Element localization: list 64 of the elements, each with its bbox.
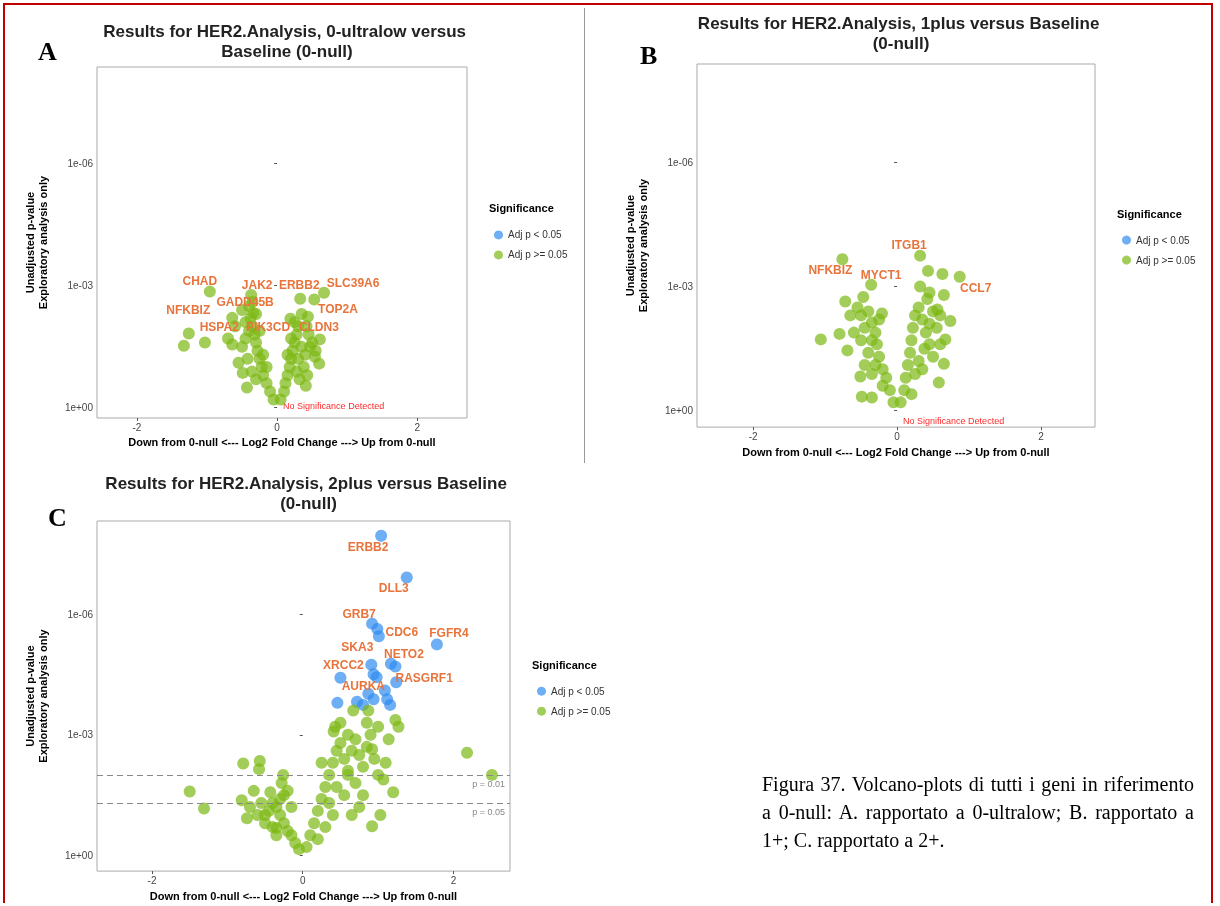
legend-label: Adj p < 0.05 <box>508 229 563 241</box>
annotation: MYCT1 <box>860 267 902 282</box>
x-tick-label: 0 <box>274 421 281 433</box>
annotation: ITGB1 <box>891 237 928 252</box>
ref-line-label: p = 0.05 <box>472 807 505 818</box>
x-tick-label: -2 <box>132 421 142 433</box>
legend-label: Adj p < 0.05 <box>1136 234 1191 246</box>
annotation: NFKBIZ <box>166 302 211 317</box>
legend-label: Adj p >= 0.05 <box>1136 254 1196 266</box>
annotation: SKA3 <box>341 639 374 654</box>
annotation: CHAD <box>182 273 218 288</box>
annotation: SLC39A6 <box>326 275 380 290</box>
chart-title: Results for HER2.Analysis, 2plus versus Baseline (0-null) <box>105 473 512 513</box>
y-axis-title: Unadjusted p-value Exploratory analysis only <box>23 628 49 763</box>
legend-title: Significance <box>489 202 554 215</box>
x-axis-title: Down from 0-null <--- Log2 Fold Change ---> Up from 0-null <box>742 445 1050 458</box>
chart-title: Results for HER2.Analysis, 0-ultralow versus Baseline (0-null) <box>103 21 471 61</box>
x-tick-label: 2 <box>414 421 421 433</box>
legend-label: Adj p >= 0.05 <box>508 249 568 261</box>
chart-title: Results for HER2.Analysis, 1plus versus Baseline (0-null) <box>697 13 1105 53</box>
y-tick-label: 1e-06 <box>67 158 94 170</box>
annotation: XRCC2 <box>323 657 365 672</box>
annotation: No Significance Detected <box>283 401 385 411</box>
annotation: GRB7 <box>342 606 377 621</box>
annotation: DLL3 <box>378 581 410 596</box>
annotation: NETO2 <box>384 646 425 661</box>
y-tick-label: 1e+00 <box>64 849 94 861</box>
x-tick-label: 2 <box>450 874 457 886</box>
annotation: FGFR4 <box>429 626 469 641</box>
annotation: CDC6 <box>385 625 419 640</box>
annotation: RASGRF1 <box>395 671 454 686</box>
annotation: TOP2A <box>318 301 359 316</box>
annotation: No Significance Detected <box>903 416 1005 426</box>
x-tick-label: 2 <box>1038 430 1045 442</box>
ref-line-label: p = 0.01 <box>472 779 505 790</box>
annotation: CCL7 <box>960 280 992 295</box>
annotation: NFKBIZ <box>808 263 853 278</box>
x-axis-title: Down from 0-null <--- Log2 Fold Change ---> Up from 0-null <box>149 889 458 902</box>
legend-title: Significance <box>532 658 597 671</box>
legend-label: Adj p >= 0.05 <box>551 705 611 717</box>
annotation: ERBB2 <box>347 539 389 554</box>
annotation: ERBB2 <box>278 277 320 292</box>
x-tick-label: -2 <box>748 430 759 442</box>
y-tick-label: 1e-06 <box>67 608 94 620</box>
annotation: AURKA <box>341 678 386 693</box>
y-tick-label: 1e+00 <box>64 402 94 414</box>
y-tick-label: 1e-03 <box>67 729 94 741</box>
x-tick-label: 0 <box>894 430 901 442</box>
text: A <box>38 36 57 66</box>
x-axis-title: Down from 0-null <--- Log2 Fold Change ---> Up from 0-null <box>128 436 436 449</box>
legend-label: Adj p < 0.05 <box>551 685 606 697</box>
legend-title: Significance <box>1117 207 1182 220</box>
y-axis-title: Unadjusted p-value Exploratory analysis only <box>623 178 649 313</box>
y-tick-label: 1e-06 <box>667 156 694 168</box>
x-tick-label: 0 <box>299 874 306 886</box>
text: B <box>640 40 658 70</box>
text: Figura 37. Volcano-plots di tutti i geni in riferimento a 0-null: A. rapportato a 0-ultralow; B. rapportato a 1+; C. rapportato a 2+. <box>762 772 1194 854</box>
x-tick-label: -2 <box>147 874 157 886</box>
y-axis-title: Unadjusted p-value Exploratory analysis only <box>23 174 49 310</box>
text: C <box>48 502 67 532</box>
y-tick-label: 1e-03 <box>667 280 694 292</box>
y-tick-label: 1e+00 <box>664 405 694 417</box>
annotation: JAK2 <box>241 278 273 292</box>
y-tick-label: 1e-03 <box>67 280 94 292</box>
